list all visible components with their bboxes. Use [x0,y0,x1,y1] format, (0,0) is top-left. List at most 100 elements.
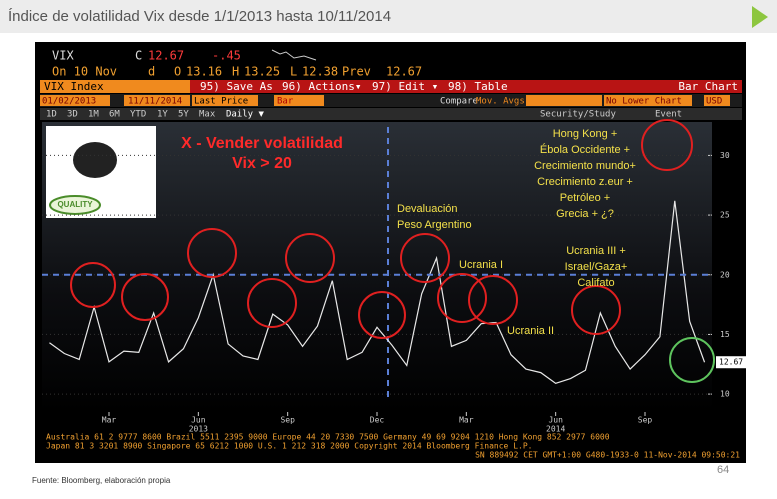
quality-badge [49,195,101,215]
input-box [526,95,602,106]
x-tick-label: Jun [191,416,206,425]
y-tick-label: 25 [720,211,730,220]
quote-field: d [148,65,155,79]
toolbar-field[interactable]: 11/11/2014 [128,97,182,107]
sparkline [271,49,317,61]
x-tick-label: Sep [638,416,653,425]
toolbar-field[interactable]: No Lower Chart [606,97,682,107]
tab[interactable]: Max [199,110,216,120]
circle [641,119,693,171]
x-year-label: 2013 [189,425,208,434]
annotation: Califato [577,277,614,289]
ticker: VIX [52,49,74,63]
tab[interactable]: 3D [67,110,78,120]
toolbar-field[interactable]: Bar [277,97,294,107]
quote-field: On 10 Nov [52,65,117,79]
quote-field: L [290,65,297,79]
last-value: 12.67 [719,358,743,367]
input-box [604,95,692,106]
annotation: Hong Kong + [553,128,618,140]
quality-text: QUALITY [57,200,93,209]
input-box [704,95,730,106]
y-tick-label: 30 [720,151,730,160]
toolbar-field[interactable]: Last Price [194,97,248,107]
annotation: Vix > 20 [232,155,292,172]
menu-item[interactable]: 97) Edit ▾ [372,80,438,93]
y-tick-label: 10 [720,390,730,399]
menu-item[interactable]: 98) Table [448,80,508,93]
highlight-circles [70,119,693,339]
tab[interactable]: 1Y [157,110,168,120]
header-bar [0,0,777,33]
tab[interactable]: YTD [130,110,146,120]
contact-line: SN 889492 CET GMT+1:00 G480-1933-0 11-No… [475,451,740,460]
circle [468,275,518,325]
toolbar-field[interactable]: 01/02/2013 [42,97,96,107]
quote-field: Prev [342,65,371,79]
quality-knob [73,142,117,178]
toolbar-field[interactable]: Mov. Avgs [476,97,525,107]
tab[interactable]: Security/Study [540,110,616,120]
contact-line: Japan 81 3 3201 8900 Singapore 65 6212 1… [46,442,532,451]
input-box [124,95,190,106]
security-box [40,80,190,93]
circle [400,233,450,283]
y-tick-label: 20 [720,270,730,279]
annotation: Petróleo + [560,192,610,204]
tab[interactable]: Event [655,110,682,120]
x-tick-label: Dec [370,416,385,425]
tab[interactable]: 6M [109,110,120,120]
circle [121,273,169,321]
circle [571,285,621,335]
quote-field: H [232,65,239,79]
x-tick-label: Sep [280,416,295,425]
toolbar-row [40,108,742,120]
toolbar-field[interactable]: Compare [440,97,478,107]
tab[interactable]: 1M [88,110,99,120]
x-tick-label: Mar [102,416,117,425]
tab[interactable]: 5Y [178,110,189,120]
header-title: Índice de volatilidad Vix desde 1/1/2013… [8,8,391,25]
contact-line: Australia 61 2 9777 8600 Brazil 5511 239… [46,433,610,442]
annotation: Israel/Gaza+ [565,261,628,273]
menu-item[interactable]: 95) Save As [200,80,273,93]
change: -.45 [212,49,241,63]
annotation: Crecimiento z.eur + [537,176,633,188]
x-tick-label: Jun [548,416,563,425]
chart-kind: Bar Chart [678,80,738,93]
toolbar-row [40,80,742,93]
annotation: Devaluación [397,203,458,215]
annotation: Ucrania I [459,259,503,271]
input-box [192,95,258,106]
circle [70,262,116,308]
security: VIX Index [44,80,104,93]
toolbar-field[interactable]: USD [706,97,722,107]
source: Fuente: Bloomberg, elaboración propia [32,476,171,485]
tab[interactable]: Daily ▼ [226,110,265,120]
quote-field: 13.16 [186,65,222,79]
annotation: X - Vender volatilidad [181,135,343,152]
x-tick-label: Mar [459,416,474,425]
menu-item[interactable]: 96) Actions▾ [282,80,361,93]
quote-field: O [174,65,181,79]
input-box [40,95,110,106]
quote-field: 12.38 [302,65,338,79]
annotation: Ucrania III + [566,245,626,257]
page-number: 64 [717,464,729,476]
close: 12.67 [148,49,184,63]
x-year-label: 2014 [546,425,565,434]
tab[interactable]: 1D [46,110,57,120]
close-prefix: C [135,49,142,63]
circle [358,291,406,339]
quote-field: 13.25 [244,65,280,79]
input-box [274,95,324,106]
annotation: Ucrania II [507,325,554,337]
circle [187,228,237,278]
annotation: Peso Argentino [397,219,472,231]
last-value-box [716,356,746,369]
annotation: Crecimiento mundo+ [534,160,636,172]
quote-field: 12.67 [386,65,422,79]
circle [285,233,335,283]
